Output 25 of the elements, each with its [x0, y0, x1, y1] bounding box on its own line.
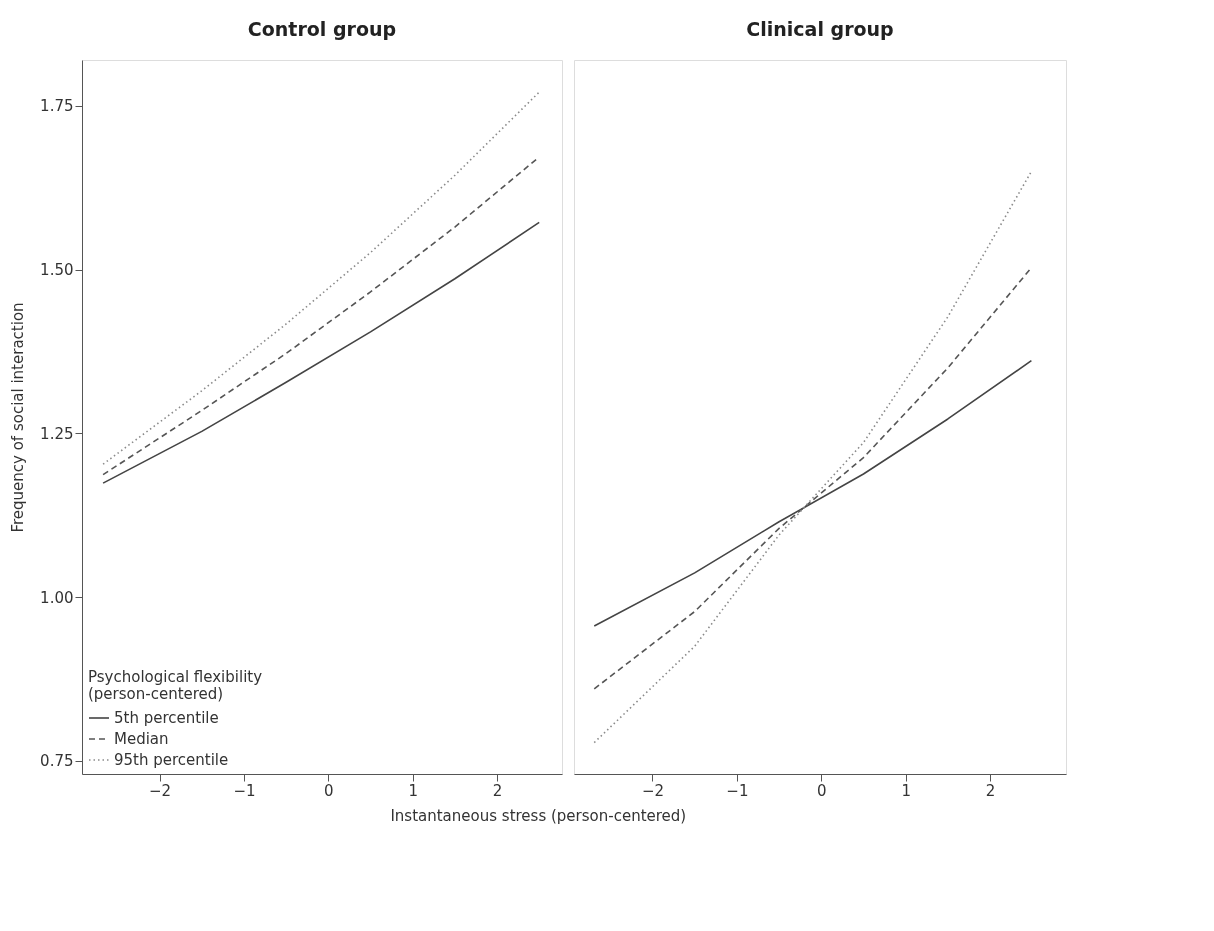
- y-tick-label: 1.00: [40, 588, 74, 607]
- x-tick-label: −2: [641, 781, 665, 800]
- line-series: [102, 91, 541, 465]
- legend-label: 95th percentile: [114, 751, 229, 769]
- y-tick-label: 1.25: [40, 424, 74, 443]
- x-tick-label: 0: [816, 781, 827, 800]
- y-tick-label: 1.50: [40, 261, 74, 280]
- y-axis-title: Frequency of social interaction: [9, 302, 28, 533]
- chart-title: Clinical group: [746, 18, 894, 40]
- line-series: [102, 221, 541, 484]
- legend-label: 5th percentile: [114, 709, 219, 727]
- x-tick-label: 1: [408, 781, 418, 800]
- x-tick-label: −1: [233, 781, 256, 800]
- x-tick-label: 2: [985, 781, 996, 800]
- legend-title: Psychological flexibility (person-centered): [88, 668, 263, 703]
- x-tick-label: −2: [149, 781, 172, 800]
- x-tick-label: 1: [901, 781, 911, 800]
- y-tick-label: 1.75: [40, 97, 74, 116]
- x-tick-label: 2: [492, 781, 503, 800]
- x-tick-label: −1: [726, 781, 749, 800]
- legend-label: Median: [114, 730, 169, 748]
- x-tick-label: 0: [324, 781, 334, 800]
- y-tick-label: 0.75: [40, 752, 74, 771]
- x-axis-title: Instantaneous stress (person-centered): [390, 806, 687, 825]
- chart-title: Control group: [247, 18, 397, 40]
